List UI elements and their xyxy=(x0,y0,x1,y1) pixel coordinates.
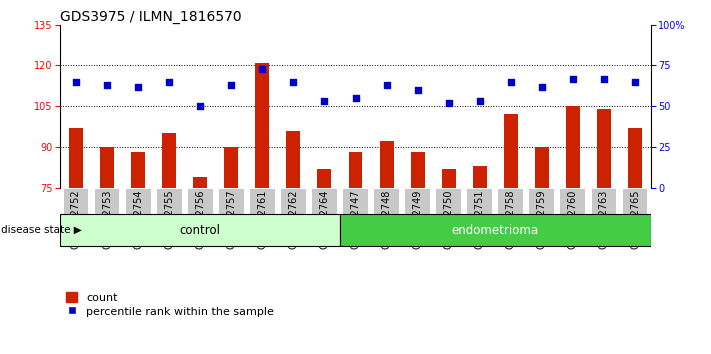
FancyBboxPatch shape xyxy=(530,189,555,245)
Text: GSM572759: GSM572759 xyxy=(537,189,547,249)
Text: GSM572762: GSM572762 xyxy=(289,189,299,249)
Text: GSM572747: GSM572747 xyxy=(351,189,360,249)
Text: GSM572752: GSM572752 xyxy=(71,189,81,249)
FancyBboxPatch shape xyxy=(343,189,368,245)
FancyBboxPatch shape xyxy=(437,189,461,245)
Point xyxy=(319,98,330,104)
Text: GSM572754: GSM572754 xyxy=(133,189,143,249)
FancyBboxPatch shape xyxy=(219,189,244,245)
Text: GDS3975 / ILMN_1816570: GDS3975 / ILMN_1816570 xyxy=(60,10,242,24)
Text: GSM572761: GSM572761 xyxy=(257,189,267,249)
Point xyxy=(443,100,454,106)
Point xyxy=(536,84,547,90)
Point xyxy=(412,87,423,93)
Bar xyxy=(473,166,487,188)
Text: GSM572760: GSM572760 xyxy=(568,189,578,249)
Bar xyxy=(442,169,456,188)
FancyBboxPatch shape xyxy=(374,189,399,245)
Point xyxy=(567,76,579,81)
FancyBboxPatch shape xyxy=(60,214,340,246)
Point xyxy=(195,103,206,109)
Point xyxy=(225,82,237,88)
Text: GSM572757: GSM572757 xyxy=(226,189,236,249)
FancyBboxPatch shape xyxy=(498,189,523,245)
Point xyxy=(505,79,516,85)
FancyBboxPatch shape xyxy=(188,189,213,245)
Point xyxy=(70,79,82,85)
Text: control: control xyxy=(180,224,220,236)
Text: GSM572749: GSM572749 xyxy=(412,189,422,249)
Bar xyxy=(380,142,394,188)
Bar xyxy=(535,147,549,188)
Text: GSM572763: GSM572763 xyxy=(599,189,609,249)
Text: GSM572748: GSM572748 xyxy=(382,189,392,249)
Text: GSM572751: GSM572751 xyxy=(475,189,485,249)
Bar xyxy=(255,63,269,188)
Point xyxy=(350,95,361,101)
Point xyxy=(132,84,144,90)
FancyBboxPatch shape xyxy=(340,214,651,246)
Point xyxy=(629,79,641,85)
FancyBboxPatch shape xyxy=(95,189,119,245)
Text: GSM572764: GSM572764 xyxy=(319,189,329,249)
Text: GSM572756: GSM572756 xyxy=(196,189,205,249)
Text: GSM572765: GSM572765 xyxy=(630,189,640,249)
FancyBboxPatch shape xyxy=(250,189,274,245)
FancyBboxPatch shape xyxy=(312,189,337,245)
Bar xyxy=(193,177,207,188)
Bar xyxy=(131,152,145,188)
FancyBboxPatch shape xyxy=(281,189,306,245)
Bar xyxy=(504,114,518,188)
Bar xyxy=(162,133,176,188)
Bar xyxy=(411,152,424,188)
Point xyxy=(102,82,113,88)
FancyBboxPatch shape xyxy=(560,189,585,245)
FancyBboxPatch shape xyxy=(623,189,648,245)
Legend: count, percentile rank within the sample: count, percentile rank within the sample xyxy=(66,292,274,316)
FancyBboxPatch shape xyxy=(63,189,88,245)
Point xyxy=(288,79,299,85)
FancyBboxPatch shape xyxy=(126,189,151,245)
Text: GSM572753: GSM572753 xyxy=(102,189,112,249)
Bar xyxy=(100,147,114,188)
FancyBboxPatch shape xyxy=(467,189,492,245)
Bar xyxy=(224,147,238,188)
Point xyxy=(164,79,175,85)
FancyBboxPatch shape xyxy=(156,189,181,245)
Point xyxy=(257,66,268,72)
Bar xyxy=(348,152,363,188)
Point xyxy=(474,98,486,104)
Point xyxy=(598,76,609,81)
Bar xyxy=(628,128,642,188)
Text: disease state ▶: disease state ▶ xyxy=(1,225,82,235)
Text: GSM572750: GSM572750 xyxy=(444,189,454,249)
FancyBboxPatch shape xyxy=(592,189,616,245)
Bar xyxy=(287,131,300,188)
Text: endometrioma: endometrioma xyxy=(451,224,539,236)
Bar xyxy=(597,109,611,188)
Text: GSM572755: GSM572755 xyxy=(164,189,174,249)
Bar xyxy=(317,169,331,188)
Bar xyxy=(566,106,580,188)
FancyBboxPatch shape xyxy=(405,189,430,245)
Point xyxy=(381,82,392,88)
Bar xyxy=(69,128,83,188)
Text: GSM572758: GSM572758 xyxy=(506,189,515,249)
